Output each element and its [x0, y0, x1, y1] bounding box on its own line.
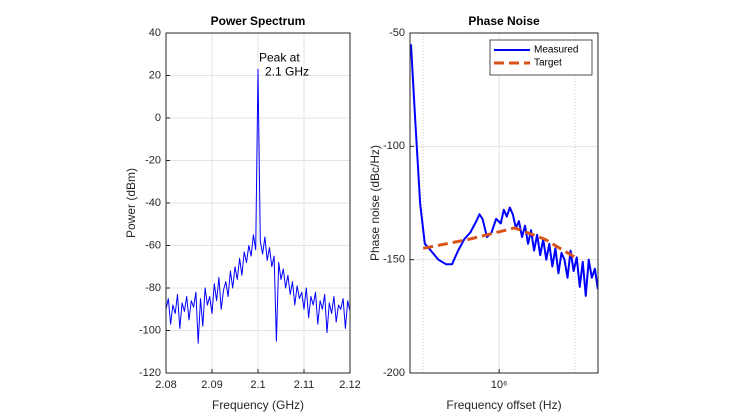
y-tick-label: -100: [383, 140, 405, 152]
chart-title: Power Spectrum: [211, 14, 306, 28]
y-tick-label: -60: [145, 239, 161, 251]
legend-box: [489, 39, 593, 76]
y-axis-label: Phase noise (dBc/Hz): [368, 145, 382, 261]
data-line: [422, 226, 576, 259]
data-line: [410, 44, 598, 297]
axes-box: [165, 32, 351, 374]
y-axis-label: Power (dBm): [124, 168, 138, 238]
x-axis-label: Frequency (GHz): [212, 398, 304, 412]
y-tick-label: -80: [145, 282, 161, 294]
data-line: [166, 68, 350, 344]
y-tick-label: -40: [145, 197, 161, 209]
y-tick-label: -150: [383, 254, 405, 266]
y-tick-label: 20: [149, 69, 161, 81]
y-tick-label: -100: [139, 324, 161, 336]
y-tick-label: -20: [145, 154, 161, 166]
axes-box: [409, 32, 599, 374]
legend-label: Measured: [534, 45, 578, 56]
y-tick-label: -120: [139, 367, 161, 379]
x-tick-label: 2.12: [339, 379, 360, 391]
x-tick-label: 2.1: [250, 379, 265, 391]
x-tick-label: 10⁶: [491, 379, 508, 391]
x-axis-label: Frequency offset (Hz): [446, 398, 561, 412]
y-tick-label: -50: [389, 27, 405, 39]
plot-area: [410, 33, 598, 373]
axes: 2.08 2.09 2.1 2.11 2.12 -120 -100 -80 -60 -40 -20 0…: [124, 14, 361, 412]
chart-title: Phase Noise: [468, 14, 540, 28]
y-tick-label: -200: [383, 367, 405, 379]
legend-label: Target: [534, 58, 562, 69]
annotation: 2.1 GHz: [265, 64, 309, 78]
axes: 10⁶ -200 -150 -100 -50 Phase Noise Frequency o…: [368, 14, 599, 412]
x-tick-label: 2.09: [201, 379, 222, 391]
y-tick-label: 0: [155, 112, 161, 124]
x-tick-label: 2.08: [155, 379, 176, 391]
annotation: Peak at: [259, 50, 300, 64]
y-tick-label: 40: [149, 27, 161, 39]
x-tick-label: 2.11: [294, 379, 315, 391]
